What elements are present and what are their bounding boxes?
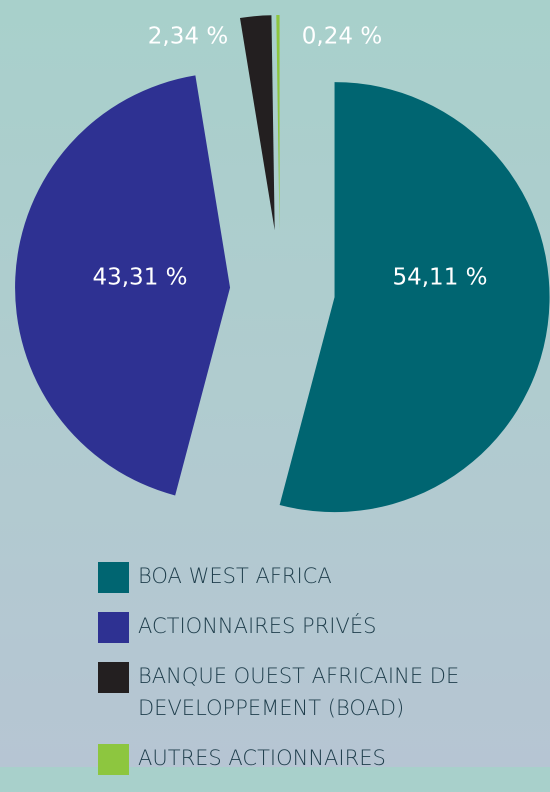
- legend-item: BANQUE OUEST AFRICAINE DE DEVELOPPEMENT …: [98, 660, 478, 724]
- legend-label: BANQUE OUEST AFRICAINE DE DEVELOPPEMENT …: [138, 664, 460, 720]
- legend-item: BOA WEST AFRICA: [98, 560, 478, 593]
- legend-label: ACTIONNAIRES PRIVÉS: [138, 614, 377, 638]
- slice-label: 0,24 %: [302, 24, 382, 50]
- legend-item: ACTIONNAIRES PRIVÉS: [98, 610, 478, 643]
- legend: BOA WEST AFRICA ACTIONNAIRES PRIVÉS BANQUE…: [98, 560, 518, 792]
- pie-slice: [239, 15, 275, 231]
- pie-slice: [276, 15, 280, 231]
- pie-slice: [15, 75, 231, 496]
- legend-swatch: [98, 744, 129, 775]
- legend-swatch: [98, 612, 129, 643]
- chart: 54,11 % 43,31 % 2,34 % 0,24 %: [15, 15, 550, 513]
- pie-slice: [279, 82, 550, 513]
- legend-label: BOA WEST AFRICA: [138, 564, 332, 588]
- slice-label: 2,34 %: [148, 24, 228, 50]
- legend-swatch: [98, 662, 129, 693]
- slice-label: 43,31 %: [92, 265, 187, 291]
- legend-item: AUTRES ACTIONNAIRES: [98, 742, 478, 775]
- legend-label: AUTRES ACTIONNAIRES: [138, 746, 386, 770]
- slice-label: 54,11 %: [392, 265, 487, 291]
- page: {"chart_data": {"type": "pie", "categori…: [0, 0, 550, 775]
- legend-swatch: [98, 562, 129, 593]
